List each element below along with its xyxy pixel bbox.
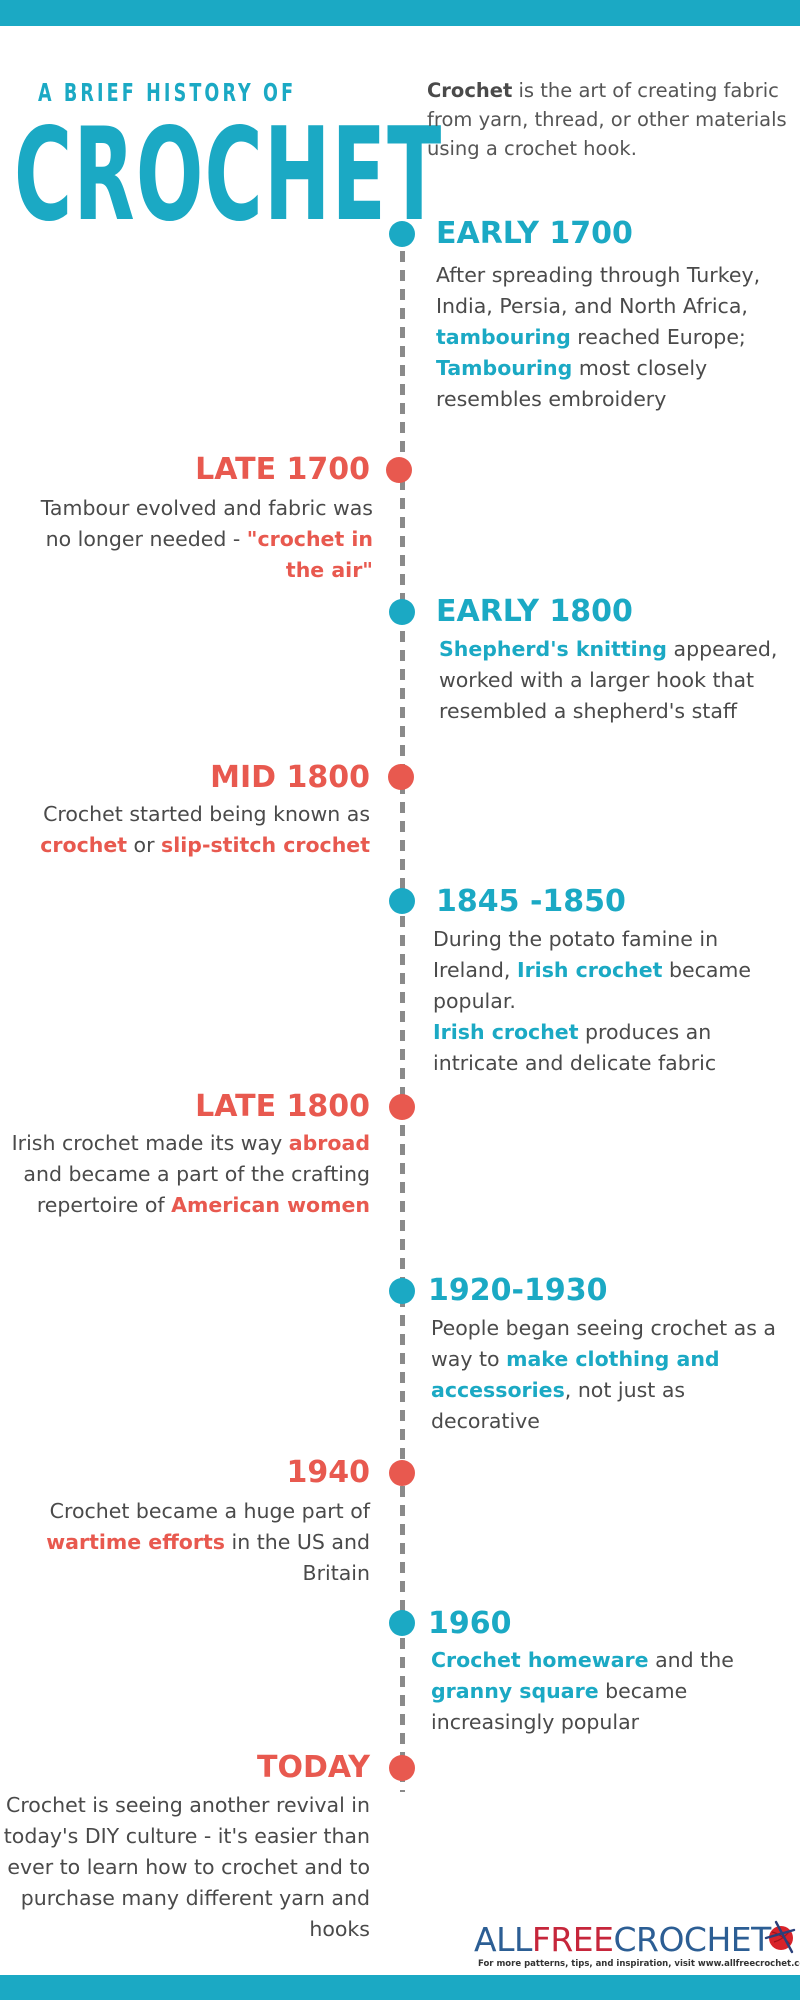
description-text: Tambour evolved and fabric was no longer…: [40, 496, 373, 551]
timeline-line: [400, 232, 405, 1792]
footer-tagline: For more patterns, tips, and inspiration…: [478, 1959, 800, 1969]
timeline-heading: EARLY 1800: [436, 594, 633, 629]
description-text: Crochet became a huge part of: [49, 1499, 370, 1523]
timeline-description: During the potato famine in Ireland, Iri…: [433, 924, 783, 1079]
description-text: most closely resembles embroidery: [436, 356, 708, 411]
description-text: After spreading through Turkey, India, P…: [436, 263, 761, 318]
highlight-term: Irish crochet: [433, 1020, 579, 1044]
timeline-dot-coral: [389, 1094, 415, 1120]
highlight-term: Irish crochet: [516, 958, 663, 982]
yarn-ball-icon: [764, 1920, 796, 1954]
timeline-description: People began seeing crochet as a way to …: [431, 1313, 791, 1437]
highlight-term: Crochet homeware: [431, 1648, 649, 1672]
timeline-description: After spreading through Turkey, India, P…: [436, 260, 786, 415]
bottom-color-band: [0, 1975, 800, 2000]
timeline-description: Shepherd's knitting appeared, worked wit…: [439, 634, 789, 727]
description-text: became increasingly popular: [431, 1679, 688, 1734]
intro-bold: Crochet: [427, 79, 513, 102]
title-subtitle: A BRIEF HISTORY OF: [38, 78, 297, 107]
highlight-term: slip-stitch crochet: [161, 833, 370, 857]
description-text: or: [127, 833, 162, 857]
timeline-heading: EARLY 1700: [436, 216, 633, 251]
timeline-description: Crochet homeware and the granny square b…: [431, 1645, 791, 1738]
timeline-dot-teal: [389, 888, 415, 914]
timeline-dot-coral: [388, 764, 414, 790]
timeline-heading: MID 1800: [210, 760, 370, 795]
timeline-heading: 1960: [428, 1606, 512, 1641]
page-title: CROCHET: [14, 101, 443, 250]
allfreecrochet-logo[interactable]: ALLFREECROCHET: [474, 1920, 771, 1959]
description-text: reached Europe;: [570, 325, 746, 349]
description-text: became popular.: [433, 958, 751, 1013]
timeline-heading: 1845 -1850: [436, 884, 626, 919]
timeline-heading: LATE 1800: [195, 1089, 370, 1124]
timeline-dot-coral: [386, 457, 412, 483]
description-text: and became a part of the crafting repert…: [23, 1162, 370, 1217]
timeline-dot-teal: [389, 599, 415, 625]
logo-free: FREE: [531, 1920, 614, 1959]
highlight-term: American women: [171, 1193, 370, 1217]
description-text: and the: [648, 1648, 734, 1672]
timeline-description: Crochet is seeing another revival in tod…: [0, 1790, 370, 1945]
timeline-description: Irish crochet made its way abroad and be…: [10, 1128, 370, 1221]
logo-all: ALL: [474, 1920, 532, 1959]
description-text: Crochet is seeing another revival in tod…: [3, 1793, 370, 1941]
description-text: Crochet started being known as: [43, 802, 370, 826]
description-text: Irish crochet made its way: [11, 1131, 289, 1155]
timeline-dot-coral: [389, 1755, 415, 1781]
highlight-term: crochet: [40, 833, 128, 857]
intro-rest: is the art of creating fabric from yarn,…: [427, 79, 787, 160]
timeline-dot-teal: [389, 221, 415, 247]
highlight-term: granny square: [431, 1679, 599, 1703]
highlight-term: "crochet in the air": [246, 527, 373, 582]
description-text: During the potato famine in Ireland,: [433, 927, 719, 982]
timeline-dot-teal: [389, 1610, 415, 1636]
timeline-dot-coral: [389, 1460, 415, 1486]
highlight-term: Shepherd's knitting: [439, 637, 667, 661]
timeline-heading: LATE 1700: [195, 452, 370, 487]
timeline-description: Tambour evolved and fabric was no longer…: [13, 493, 373, 586]
description-text: , not just as decorative: [431, 1378, 686, 1433]
timeline-heading: 1940: [286, 1455, 371, 1490]
highlight-term: make clothing and accessories: [431, 1347, 720, 1402]
logo-crochet: CROCHET: [613, 1920, 771, 1959]
top-color-band: [0, 0, 800, 26]
description-text: People began seeing crochet as a way to: [431, 1316, 776, 1371]
timeline-description: Crochet became a huge part of wartime ef…: [10, 1496, 370, 1589]
timeline-heading: TODAY: [257, 1750, 370, 1785]
timeline-description: Crochet started being known as crochet o…: [10, 799, 370, 861]
description-text: in the US and Britain: [225, 1530, 370, 1585]
description-text: produces an intricate and delicate fabri…: [433, 1020, 717, 1075]
highlight-term: abroad: [288, 1131, 370, 1155]
timeline-dot-teal: [389, 1278, 415, 1304]
highlight-term: tambouring: [436, 325, 571, 349]
highlight-term: wartime efforts: [46, 1530, 226, 1554]
highlight-term: Tambouring: [436, 356, 573, 380]
intro-text: Crochet is the art of creating fabric fr…: [427, 76, 787, 163]
description-text: appeared, worked with a larger hook that…: [439, 637, 778, 723]
timeline-heading: 1920-1930: [428, 1273, 608, 1308]
